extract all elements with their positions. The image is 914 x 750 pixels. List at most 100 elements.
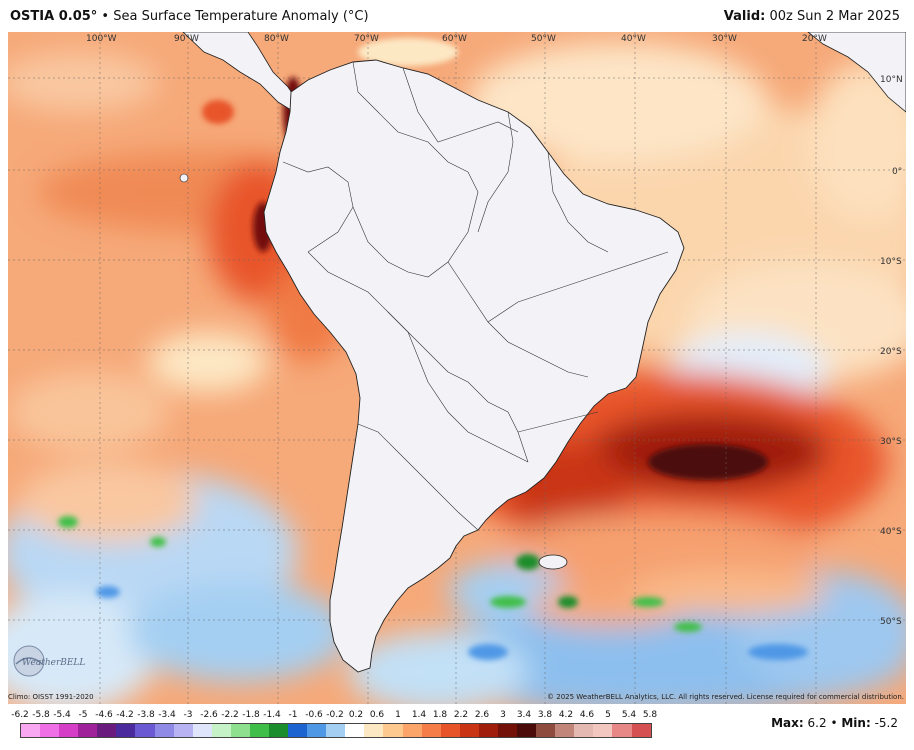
- colorbar-tick: -0.2: [326, 710, 344, 720]
- colorbar-tick: -2.2: [221, 710, 239, 720]
- colorbar-swatch: [269, 724, 289, 737]
- colorbar-swatch: [116, 724, 136, 737]
- colorbar: [20, 723, 652, 738]
- colorbar-swatch: [421, 724, 441, 737]
- lon-label: 30°W: [712, 34, 737, 44]
- colorbar-swatch: [154, 724, 174, 737]
- lon-label: 60°W: [442, 34, 467, 44]
- lat-label: 20°S: [880, 347, 902, 357]
- colorbar-swatch: [478, 724, 498, 737]
- colorbar-tick: -2.6: [200, 710, 218, 720]
- lat-label: 50°S: [880, 617, 902, 627]
- colorbar-swatch: [78, 724, 98, 737]
- lon-label: 40°W: [621, 34, 646, 44]
- colorbar-tick: 2.6: [474, 710, 490, 720]
- max-min-summary: Max: 6.2 • Min: -5.2: [771, 716, 898, 730]
- falkland-islands: [538, 554, 568, 570]
- colorbar-swatch: [440, 724, 460, 737]
- galapagos-islands: [179, 173, 189, 183]
- separator: •: [830, 716, 838, 730]
- copyright-note: © 2025 WeatherBELL Analytics, LLC. All r…: [547, 693, 904, 701]
- colorbar-tick: 1.8: [432, 710, 448, 720]
- colorbar-tick: -3: [183, 710, 193, 720]
- lat-label: 10°N: [880, 75, 903, 85]
- min-value: -5.2: [874, 716, 898, 730]
- climo-note: Climo: OISST 1991-2020: [8, 693, 94, 701]
- lat-label: 10°S: [880, 257, 902, 267]
- colorbar-swatch: [497, 724, 518, 737]
- lat-label: 0°: [892, 167, 902, 177]
- max-label: Max:: [771, 716, 804, 730]
- lat-label: 40°S: [880, 527, 902, 537]
- colorbar-tick: -1.8: [242, 710, 260, 720]
- colorbar-tick: -3.8: [137, 710, 155, 720]
- colorbar-tick: -5.4: [53, 710, 71, 720]
- lon-label: 20°W: [802, 34, 827, 44]
- product-degree: °: [90, 9, 98, 24]
- colorbar-tick: 3: [500, 710, 506, 720]
- max-value: 6.2: [807, 716, 827, 730]
- colorbar-tick: -4.6: [95, 710, 113, 720]
- valid-label: Valid:: [723, 9, 766, 24]
- lon-label: 70°W: [354, 34, 379, 44]
- south-america: [263, 59, 685, 673]
- header-bar: OSTIA 0.05° • Sea Surface Temperature An…: [0, 0, 914, 32]
- colorbar-swatch: [59, 724, 79, 737]
- logo-text: WeatherBELL: [22, 658, 85, 668]
- map-svg: 100°W 90°W 80°W 70°W 60°W 50°W 40°W 30°W…: [8, 32, 906, 704]
- colorbar-swatch: [288, 724, 308, 737]
- colorbar-tick: 5.8: [642, 710, 658, 720]
- colorbar-swatch: [249, 724, 270, 737]
- sst-anomaly-map[interactable]: 100°W 90°W 80°W 70°W 60°W 50°W 40°W 30°W…: [8, 32, 906, 704]
- colorbar-tick: -4.2: [116, 710, 134, 720]
- colorbar-swatch: [345, 724, 365, 737]
- colorbar-tick: 0.6: [369, 710, 385, 720]
- colorbar-swatch: [574, 724, 594, 737]
- colorbar-tick: 1: [395, 710, 401, 720]
- colorbar-tick: -1.4: [263, 710, 281, 720]
- latitude-labels: 10°N 0° 10°S 20°S 30°S 40°S 50°S: [880, 75, 903, 627]
- colorbar-tick: -6.2: [11, 710, 29, 720]
- colorbar-tick: -3.4: [158, 710, 176, 720]
- colorbar-swatch: [307, 724, 327, 737]
- colorbar-swatch: [21, 724, 41, 737]
- colorbar-swatch: [211, 724, 231, 737]
- min-label: Min:: [841, 716, 871, 730]
- lon-label: 100°W: [86, 34, 117, 44]
- colorbar-tick: 0.2: [348, 710, 364, 720]
- colorbar-tick: 1.4: [411, 710, 427, 720]
- colorbar-swatch: [97, 724, 117, 737]
- valid-time: Valid: 00z Sun 2 Mar 2025: [724, 9, 900, 24]
- colorbar-swatch: [40, 724, 60, 737]
- colorbar-tick: -5.8: [32, 710, 50, 720]
- africa-coast: [807, 32, 906, 113]
- colorbar-tick: -5: [78, 710, 88, 720]
- colorbar-swatch: [402, 724, 422, 737]
- lon-label: 80°W: [264, 34, 289, 44]
- colorbar-swatch: [364, 724, 384, 737]
- colorbar-tick: -0.6: [305, 710, 323, 720]
- colorbar-swatch: [135, 724, 155, 737]
- map-subtitle: • Sea Surface Temperature Anomaly (°C): [101, 9, 369, 24]
- colorbar-tick: 5: [605, 710, 611, 720]
- lat-label: 30°S: [880, 437, 902, 447]
- colorbar-tick: -1: [288, 710, 298, 720]
- colorbar-swatch: [230, 724, 250, 737]
- product-name: OSTIA 0.05: [10, 9, 91, 24]
- colorbar-swatch: [536, 724, 556, 737]
- colorbar-swatch: [555, 724, 575, 737]
- colorbar-swatch: [192, 724, 212, 737]
- colorbar-swatch: [593, 724, 613, 737]
- longitude-labels: 100°W 90°W 80°W 70°W 60°W 50°W 40°W 30°W…: [86, 34, 827, 44]
- colorbar-tick: 4.2: [558, 710, 574, 720]
- colorbar-swatch: [612, 724, 632, 737]
- weatherbell-logo: WeatherBELL: [13, 645, 85, 677]
- lon-label: 90°W: [174, 34, 199, 44]
- colorbar-tick: 3.4: [516, 710, 532, 720]
- colorbar-swatch: [383, 724, 403, 737]
- colorbar-ticks: -6.2 -5.8 -5.4 -5 -4.6 -4.2 -3.8 -3.4 -3…: [11, 710, 662, 722]
- map-title: OSTIA 0.05° • Sea Surface Temperature An…: [10, 9, 369, 24]
- colorbar-tick: 3.8: [537, 710, 553, 720]
- colorbar-swatch: [631, 724, 651, 737]
- lon-label: 50°W: [531, 34, 556, 44]
